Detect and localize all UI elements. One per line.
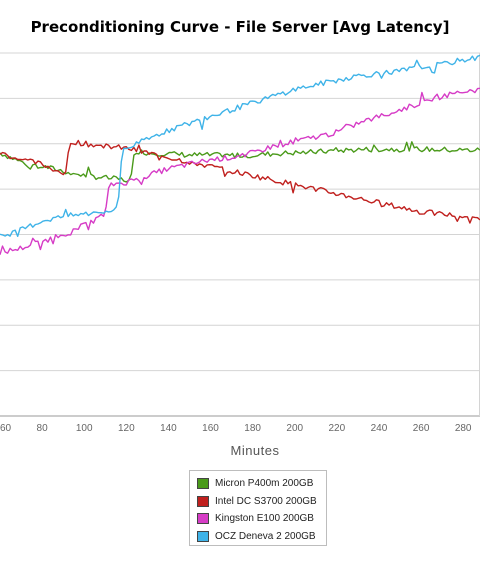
x-tick-label: 160 bbox=[202, 423, 219, 434]
x-tick-label: 200 bbox=[286, 423, 303, 434]
x-axis-title: Minutes bbox=[230, 443, 279, 458]
x-tick-label: 100 bbox=[76, 423, 93, 434]
legend-label: Kingston E100 200GB bbox=[215, 513, 314, 525]
legend-swatch bbox=[197, 478, 209, 490]
x-tick-label: 220 bbox=[328, 423, 345, 434]
x-tick-label: 120 bbox=[118, 423, 135, 434]
legend-item[interactable]: Intel DC S3700 200GB bbox=[197, 493, 326, 511]
x-tick-label: 140 bbox=[160, 423, 177, 434]
x-tick-label: 280 bbox=[455, 423, 472, 434]
series-line-1 bbox=[0, 141, 480, 183]
x-tick-labels: 60 80 100 120 140 160 180 200 220 240 260 280 bbox=[0, 423, 472, 434]
x-tick-label: 180 bbox=[244, 423, 261, 434]
legend-swatch bbox=[197, 530, 209, 542]
legend-label: Intel DC S3700 200GB bbox=[215, 495, 317, 507]
series-lines bbox=[0, 54, 480, 255]
x-tick-label: 60 bbox=[0, 423, 12, 434]
series-line-2 bbox=[0, 139, 480, 224]
chart-title: Preconditioning Curve - File Server [Avg… bbox=[30, 18, 450, 36]
x-tick-label: 80 bbox=[37, 423, 49, 434]
legend-item[interactable]: Micron P400m 200GB bbox=[197, 475, 326, 493]
x-tick-label: 260 bbox=[413, 423, 430, 434]
legend-swatch bbox=[197, 513, 209, 525]
x-tick-label: 240 bbox=[371, 423, 388, 434]
series-line-4 bbox=[0, 54, 480, 238]
legend-label: OCZ Deneva 2 200GB bbox=[215, 530, 316, 542]
legend-label: Micron P400m 200GB bbox=[215, 478, 314, 490]
legend-item[interactable]: OCZ Deneva 2 200GB bbox=[197, 528, 326, 546]
legend: Micron P400m 200GB Intel DC S3700 200GB Ki… bbox=[189, 470, 327, 546]
legend-item[interactable]: Kingston E100 200GB bbox=[197, 510, 326, 528]
series-line-3 bbox=[0, 87, 480, 255]
legend-swatch bbox=[197, 495, 209, 507]
